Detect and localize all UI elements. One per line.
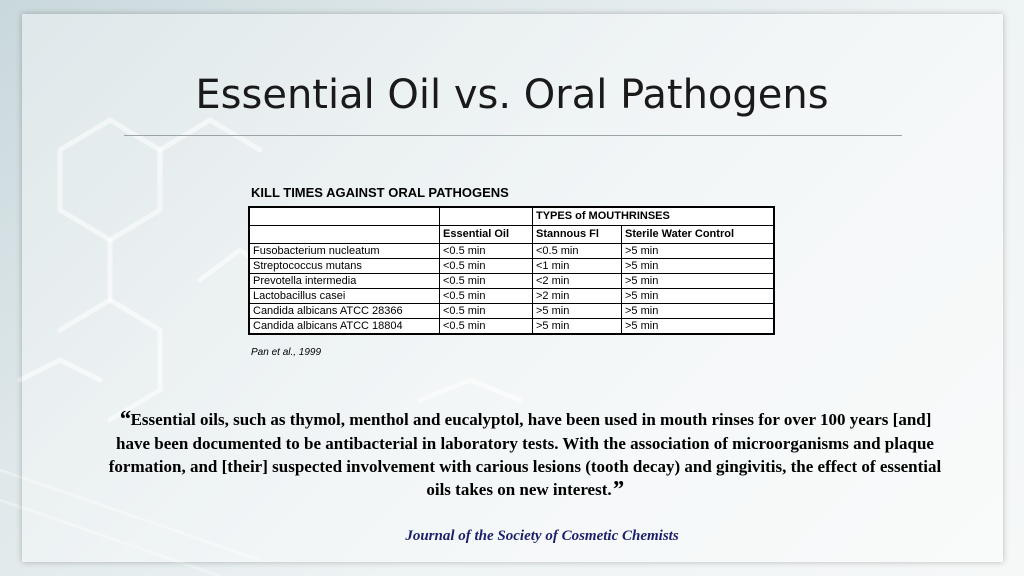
kill-time-cell: >5 min (621, 273, 775, 289)
kill-time-cell: >5 min (532, 318, 622, 335)
column-header-essential-oil: Essential Oil (439, 225, 533, 244)
close-quote-mark: ” (611, 477, 624, 503)
pathogen-name-cell: Fusobacterium nucleatum (248, 243, 440, 259)
mouthrinse-types-header: TYPES of MOUTHRINSES (532, 206, 775, 226)
kill-time-cell: >2 min (532, 288, 622, 304)
kill-time-cell: >5 min (621, 318, 775, 335)
pathogen-name-cell: Lactobacillus casei (248, 288, 440, 304)
table-caption: KILL TIMES AGAINST ORAL PATHOGENS (251, 185, 509, 200)
kill-time-cell: <0.5 min (439, 318, 533, 335)
table-citation: Pan et al., 1999 (251, 347, 322, 358)
kill-time-cell: >5 min (621, 243, 775, 259)
table-corner-cell (248, 206, 440, 226)
title-divider (124, 135, 902, 136)
table-row: Fusobacterium nucleatum <0.5 min <0.5 min >… (248, 243, 775, 259)
table-row: Streptococcus mutans <0.5 min <1 min >5 min (248, 258, 775, 274)
table-pathogen-header-cell (248, 225, 440, 244)
kill-times-table: TYPES of MOUTHRINSES Essential Oil Stann… (248, 206, 775, 335)
slide-title: Essential Oil vs. Oral Pathogens (195, 72, 829, 118)
kill-time-cell: <0.5 min (439, 303, 533, 319)
pathogen-name-cell: Prevotella intermedia (248, 273, 440, 289)
column-header-stannous-fl: Stannous Fl (532, 225, 622, 244)
pathogen-name-cell: Candida albicans ATCC 28366 (248, 303, 440, 319)
table-column-header-row: Essential Oil Stannous Fl Sterile Water … (248, 225, 775, 244)
pathogen-name-cell: Candida albicans ATCC 18804 (248, 318, 440, 335)
kill-time-cell: <0.5 min (439, 243, 533, 259)
quote-source: Journal of the Society of Cosmetic Chemi… (405, 528, 679, 544)
kill-time-cell: >5 min (532, 303, 622, 319)
table-row: Prevotella intermedia <0.5 min <2 min >5 mi… (248, 273, 775, 289)
kill-time-cell: <0.5 min (532, 243, 622, 259)
kill-time-cell: <0.5 min (439, 258, 533, 274)
column-header-sterile-water: Sterile Water Control (621, 225, 775, 244)
essential-oils-quote: “Essential oils, such as thymol, menthol… (100, 408, 950, 502)
kill-time-cell: >5 min (621, 303, 775, 319)
table-row: Candida albicans ATCC 28366 <0.5 min >5 mi… (248, 303, 775, 319)
table-group-header-row: TYPES of MOUTHRINSES (248, 206, 775, 226)
quote-text: Essential oils, such as thymol, menthol … (108, 410, 942, 499)
table-row: Candida albicans ATCC 18804 <0.5 min >5 mi… (248, 318, 775, 335)
kill-time-cell: <1 min (532, 258, 622, 274)
kill-time-cell: >5 min (621, 288, 775, 304)
open-quote-mark: “ (118, 407, 131, 433)
table-blank-cell (439, 206, 533, 226)
kill-time-cell: >5 min (621, 258, 775, 274)
pathogen-name-cell: Streptococcus mutans (248, 258, 440, 274)
kill-time-cell: <0.5 min (439, 273, 533, 289)
table-row: Lactobacillus casei <0.5 min >2 min >5 min (248, 288, 775, 304)
kill-time-cell: <2 min (532, 273, 622, 289)
kill-time-cell: <0.5 min (439, 288, 533, 304)
